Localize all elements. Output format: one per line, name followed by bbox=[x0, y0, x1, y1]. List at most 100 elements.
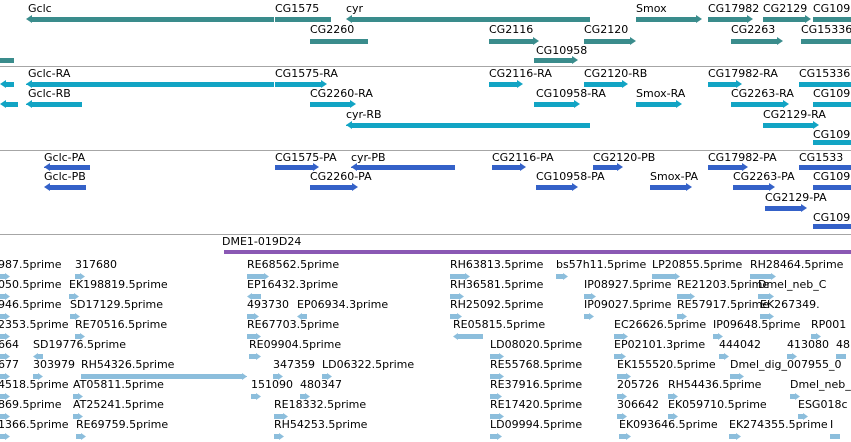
feature-glyph[interactable] bbox=[534, 58, 572, 63]
feature-glyph[interactable] bbox=[765, 206, 801, 211]
feature-glyph[interactable] bbox=[300, 394, 305, 399]
feature-glyph[interactable] bbox=[729, 434, 736, 439]
feature-glyph[interactable] bbox=[668, 414, 673, 419]
feature-glyph[interactable] bbox=[38, 354, 43, 359]
feature-glyph[interactable] bbox=[50, 185, 86, 190]
feature-glyph[interactable] bbox=[636, 17, 696, 22]
feature-glyph[interactable] bbox=[275, 17, 331, 22]
feature-glyph[interactable] bbox=[593, 165, 617, 170]
feature-glyph[interactable] bbox=[73, 394, 78, 399]
feature-glyph[interactable] bbox=[274, 414, 283, 419]
feature-glyph[interactable] bbox=[310, 185, 352, 190]
feature-glyph[interactable] bbox=[730, 374, 739, 379]
feature-glyph[interactable] bbox=[32, 17, 274, 22]
feature-glyph[interactable] bbox=[733, 185, 769, 190]
feature-glyph[interactable] bbox=[70, 314, 75, 319]
feature-glyph[interactable] bbox=[677, 294, 690, 299]
feature-glyph[interactable] bbox=[490, 434, 497, 439]
feature-glyph[interactable] bbox=[252, 294, 261, 299]
feature-glyph[interactable] bbox=[275, 165, 313, 170]
feature-glyph[interactable] bbox=[763, 17, 805, 22]
feature-glyph[interactable] bbox=[76, 434, 81, 439]
feature-glyph[interactable] bbox=[813, 17, 851, 22]
feature-glyph[interactable] bbox=[490, 394, 497, 399]
feature-glyph[interactable] bbox=[310, 39, 368, 44]
feature-glyph[interactable] bbox=[249, 354, 256, 359]
feature-glyph[interactable] bbox=[352, 17, 590, 22]
feature-glyph[interactable] bbox=[636, 102, 676, 107]
feature-glyph[interactable] bbox=[750, 274, 771, 279]
feature-glyph[interactable] bbox=[813, 224, 851, 229]
feature-glyph[interactable] bbox=[836, 354, 846, 359]
feature-glyph[interactable] bbox=[617, 414, 622, 419]
feature-glyph[interactable] bbox=[490, 414, 499, 419]
feature-glyph[interactable] bbox=[787, 354, 792, 359]
feature-glyph[interactable] bbox=[247, 334, 256, 339]
feature-glyph[interactable] bbox=[275, 82, 321, 87]
feature-glyph[interactable] bbox=[556, 274, 563, 279]
feature-glyph[interactable] bbox=[489, 82, 517, 87]
feature-glyph[interactable] bbox=[75, 274, 80, 279]
feature-glyph[interactable] bbox=[0, 414, 5, 419]
feature-glyph[interactable] bbox=[790, 394, 795, 399]
feature-glyph[interactable] bbox=[813, 102, 851, 107]
feature-glyph[interactable] bbox=[614, 334, 623, 339]
feature-glyph[interactable] bbox=[0, 294, 5, 299]
feature-glyph[interactable] bbox=[302, 314, 307, 319]
feature-glyph[interactable] bbox=[731, 102, 783, 107]
feature-glyph[interactable] bbox=[6, 102, 18, 107]
feature-glyph[interactable] bbox=[760, 314, 769, 319]
feature-glyph[interactable] bbox=[731, 39, 777, 44]
feature-glyph[interactable] bbox=[584, 314, 589, 319]
feature-glyph[interactable] bbox=[584, 294, 591, 299]
feature-glyph[interactable] bbox=[830, 434, 840, 439]
feature-glyph[interactable] bbox=[536, 185, 572, 190]
feature-glyph[interactable] bbox=[490, 374, 499, 379]
feature-glyph[interactable] bbox=[73, 414, 78, 419]
feature-glyph[interactable] bbox=[458, 334, 483, 339]
feature-glyph[interactable] bbox=[763, 123, 813, 128]
feature-glyph[interactable] bbox=[813, 185, 851, 190]
feature-glyph[interactable] bbox=[450, 274, 465, 279]
feature-glyph[interactable] bbox=[652, 274, 675, 279]
feature-glyph[interactable] bbox=[33, 374, 38, 379]
feature-glyph[interactable] bbox=[584, 39, 630, 44]
feature-glyph[interactable] bbox=[801, 39, 851, 44]
feature-glyph[interactable] bbox=[322, 374, 327, 379]
feature-glyph[interactable] bbox=[708, 165, 742, 170]
feature-glyph[interactable] bbox=[274, 434, 279, 439]
feature-glyph[interactable] bbox=[708, 17, 747, 22]
feature-glyph[interactable] bbox=[798, 414, 803, 419]
feature-glyph[interactable] bbox=[0, 394, 5, 399]
feature-glyph[interactable] bbox=[614, 354, 621, 359]
feature-glyph[interactable] bbox=[668, 394, 673, 399]
feature-glyph[interactable] bbox=[799, 82, 851, 87]
feature-glyph[interactable] bbox=[650, 185, 686, 190]
feature-glyph[interactable] bbox=[490, 354, 499, 359]
feature-glyph[interactable] bbox=[273, 374, 278, 379]
feature-glyph[interactable] bbox=[489, 39, 533, 44]
feature-glyph[interactable] bbox=[450, 294, 459, 299]
feature-glyph[interactable] bbox=[758, 294, 769, 299]
feature-glyph[interactable] bbox=[0, 374, 5, 379]
feature-glyph[interactable] bbox=[0, 58, 14, 63]
feature-glyph[interactable] bbox=[0, 434, 5, 439]
feature-glyph[interactable] bbox=[584, 82, 622, 87]
feature-glyph[interactable] bbox=[0, 334, 5, 339]
feature-glyph[interactable] bbox=[69, 294, 74, 299]
feature-glyph[interactable] bbox=[75, 334, 80, 339]
feature-glyph[interactable] bbox=[708, 82, 736, 87]
feature-glyph[interactable] bbox=[811, 334, 816, 339]
feature-glyph[interactable] bbox=[813, 140, 851, 145]
feature-glyph[interactable] bbox=[310, 102, 350, 107]
feature-glyph[interactable] bbox=[0, 354, 5, 359]
feature-glyph[interactable] bbox=[617, 394, 622, 399]
feature-glyph[interactable] bbox=[534, 102, 574, 107]
feature-glyph[interactable] bbox=[677, 314, 682, 319]
feature-glyph[interactable] bbox=[617, 374, 626, 379]
feature-glyph[interactable] bbox=[450, 314, 457, 319]
feature-glyph[interactable] bbox=[719, 354, 724, 359]
feature-glyph[interactable] bbox=[247, 314, 254, 319]
feature-glyph[interactable] bbox=[247, 274, 264, 279]
feature-glyph[interactable] bbox=[619, 434, 626, 439]
